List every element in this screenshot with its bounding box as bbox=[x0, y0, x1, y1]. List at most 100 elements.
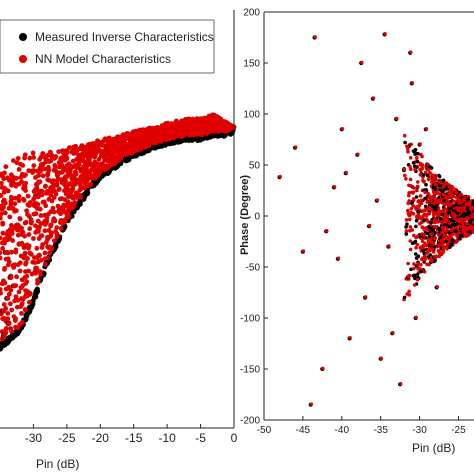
measured-point bbox=[457, 236, 462, 241]
measured-point bbox=[194, 135, 200, 142]
measured-point bbox=[451, 239, 455, 243]
nn-model-point bbox=[426, 191, 431, 196]
nn-model-point bbox=[34, 255, 40, 260]
nn-model-point bbox=[24, 279, 30, 285]
nn-model-point bbox=[35, 277, 40, 283]
nn-model-point bbox=[142, 134, 148, 140]
nn-model-point bbox=[34, 266, 40, 271]
nn-model-point bbox=[150, 127, 156, 132]
nn-model-point bbox=[402, 167, 407, 172]
nn-model-point bbox=[134, 145, 140, 151]
nn-model-point bbox=[154, 140, 159, 145]
nn-model-point bbox=[12, 298, 18, 304]
nn-model-point bbox=[7, 232, 13, 238]
nn-model-point bbox=[29, 271, 35, 277]
nn-model-point bbox=[185, 117, 191, 122]
nn-model-point bbox=[456, 195, 461, 200]
nn-model-point bbox=[430, 259, 434, 263]
measured-point bbox=[467, 211, 472, 215]
nn-model-point bbox=[52, 189, 58, 195]
legend-box bbox=[0, 19, 215, 74]
nn-model-point bbox=[406, 274, 411, 279]
nn-model-point bbox=[17, 322, 23, 327]
nn-model-point bbox=[146, 138, 152, 144]
nn-model-point bbox=[419, 201, 424, 205]
nn-model-point bbox=[0, 240, 5, 246]
nn-model-point bbox=[92, 143, 97, 149]
nn-model-point bbox=[58, 160, 64, 166]
right-y-tick-label: -150 bbox=[240, 365, 260, 376]
legend-marker-measured bbox=[19, 33, 27, 41]
nn-model-point bbox=[455, 234, 459, 239]
nn-model-point bbox=[16, 194, 22, 199]
nn-model-point bbox=[5, 188, 11, 194]
right-y-tick-label: 150 bbox=[243, 59, 260, 70]
nn-model-point bbox=[72, 193, 78, 199]
nn-model-point bbox=[19, 277, 25, 283]
nn-model-point bbox=[105, 153, 111, 159]
nn-model-point bbox=[51, 216, 57, 222]
nn-model-point bbox=[26, 268, 31, 274]
nn-model-point bbox=[459, 192, 464, 197]
nn-model-point bbox=[404, 218, 409, 222]
nn-model-point bbox=[445, 195, 450, 199]
nn-model-point bbox=[454, 191, 459, 195]
nn-model-point bbox=[50, 205, 56, 211]
nn-model-point bbox=[8, 199, 14, 204]
nn-model-point bbox=[56, 187, 62, 192]
nn-model-point bbox=[405, 147, 410, 152]
nn-model-point bbox=[33, 211, 39, 217]
nn-model-point bbox=[98, 142, 104, 147]
measured-point bbox=[404, 232, 409, 236]
nn-model-point bbox=[36, 194, 41, 200]
nn-model-point bbox=[367, 223, 372, 228]
nn-model-point bbox=[21, 196, 26, 202]
nn-model-point bbox=[19, 285, 24, 291]
left-x-tick-labels: -30 -25 -20 -15 -10 -5 0 bbox=[25, 431, 238, 445]
nn-model-point bbox=[419, 257, 424, 262]
nn-model-point bbox=[441, 208, 446, 213]
measured-point bbox=[413, 252, 418, 256]
nn-model-point bbox=[391, 331, 395, 335]
nn-model-point bbox=[46, 196, 52, 202]
nn-model-point bbox=[139, 130, 145, 136]
nn-model-point bbox=[94, 150, 99, 156]
left-x-tick-label: -25 bbox=[58, 431, 76, 445]
nn-model-point bbox=[364, 295, 368, 299]
nn-model-point bbox=[12, 182, 18, 187]
nn-model-point bbox=[65, 208, 71, 213]
nn-model-point bbox=[433, 236, 437, 241]
nn-model-point bbox=[409, 210, 414, 215]
nn-model-point bbox=[180, 119, 186, 125]
nn-model-point bbox=[39, 188, 45, 194]
nn-model-point bbox=[406, 208, 410, 213]
nn-model-point bbox=[5, 295, 11, 301]
nn-model-point bbox=[420, 154, 424, 159]
nn-model-point bbox=[437, 242, 441, 247]
nn-model-point bbox=[54, 181, 60, 187]
nn-model-point bbox=[13, 316, 18, 321]
measured-point bbox=[428, 220, 433, 224]
nn-model-point bbox=[125, 131, 131, 137]
nn-model-point bbox=[52, 156, 57, 161]
nn-model-point bbox=[72, 200, 78, 206]
nn-model-point bbox=[5, 175, 10, 181]
measured-point bbox=[13, 331, 19, 337]
nn-model-point bbox=[408, 217, 412, 222]
left-axes bbox=[0, 10, 235, 429]
nn-model-point bbox=[64, 148, 70, 153]
nn-model-point bbox=[37, 269, 43, 275]
measured-point bbox=[404, 225, 408, 229]
nn-model-point bbox=[31, 189, 37, 194]
nn-model-point bbox=[57, 196, 63, 202]
nn-model-point bbox=[44, 218, 50, 223]
right-y-tick-label: 100 bbox=[243, 110, 260, 121]
nn-model-point bbox=[405, 144, 409, 149]
measured-point bbox=[421, 173, 426, 177]
nn-model-point bbox=[120, 149, 125, 154]
nn-model-point bbox=[13, 195, 18, 201]
nn-model-point bbox=[35, 280, 40, 286]
measured-point bbox=[414, 224, 418, 229]
nn-model-point bbox=[84, 144, 89, 150]
nn-model-point bbox=[423, 241, 427, 246]
